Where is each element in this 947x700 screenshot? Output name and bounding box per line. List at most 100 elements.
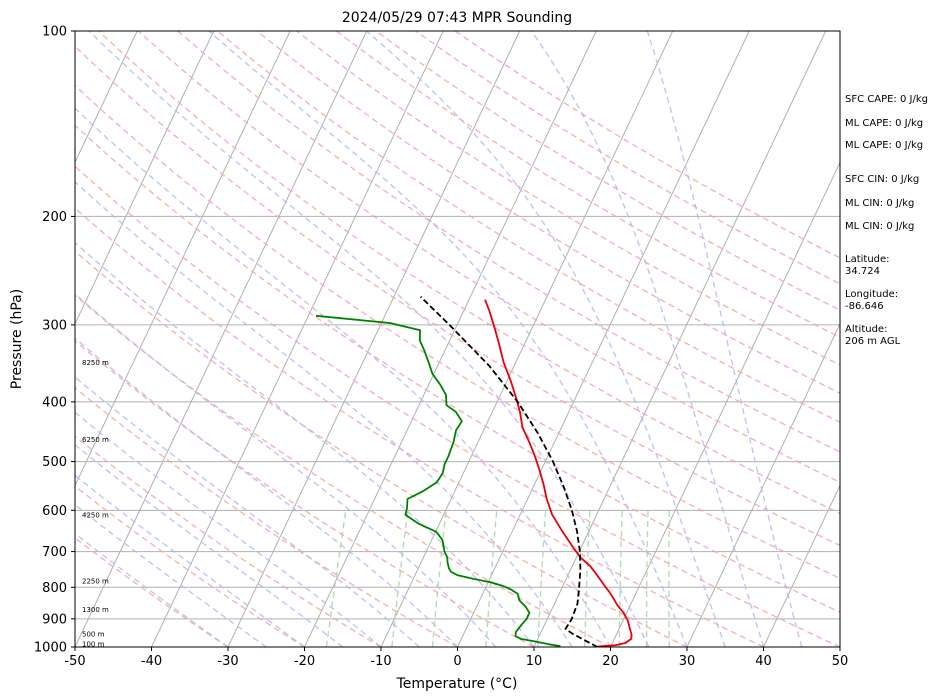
x-axis: -50 -40 -30 -20 -10 0 10 20 30 40 50 [64, 647, 848, 669]
x-axis-label: Temperature (°C) [396, 676, 518, 692]
moist-adiabat-line [75, 411, 382, 647]
mixing-ratio-line [668, 510, 671, 647]
height-label: 8250 m [82, 359, 109, 367]
sfc-cape-label: SFC CAPE: 0 J/kg [845, 94, 928, 105]
y-tick-label: 200 [42, 210, 67, 225]
isotherm-line [75, 31, 138, 164]
isotherm-line [151, 31, 444, 647]
moist-adiabat-line [88, 31, 650, 647]
longitude-value: -86.646 [845, 301, 884, 312]
dry-adiabat-line [296, 31, 840, 366]
x-tick-label: 0 [453, 654, 461, 669]
dry-adiabat-line [75, 207, 764, 647]
moist-adiabat-line [75, 337, 458, 647]
dry-adiabat-line [256, 31, 840, 394]
moist-adiabat-line [208, 31, 688, 647]
isotherm-line [533, 31, 827, 647]
isotherm-line [763, 484, 840, 647]
isotherm-line [227, 31, 521, 647]
chart-title: 2024/05/29 07:43 MPR Sounding [342, 10, 572, 26]
x-tick-label: 30 [679, 654, 696, 669]
height-label: 4250 m [82, 511, 109, 519]
dewpoint-profile-line [315, 314, 561, 647]
indices-panel: SFC CAPE: 0 J/kg ML CAPE: 0 J/kg ML CAPE… [845, 94, 928, 347]
y-tick-label: 400 [42, 395, 67, 410]
isotherm-line [304, 31, 597, 647]
latitude-label: Latitude: [845, 254, 890, 265]
isotherm-line [457, 31, 750, 647]
mixing-ratio-line [485, 510, 498, 647]
dry-adiabat-line [75, 250, 688, 647]
x-tick-label: 50 [832, 654, 849, 669]
y-tick-label: 900 [42, 612, 67, 627]
dry-adiabat-line [177, 31, 840, 453]
y-tick-label: 700 [42, 545, 67, 560]
y-tick-label: 500 [42, 455, 67, 470]
y-tick-label: 800 [42, 581, 67, 596]
moist-adiabat-line [75, 503, 267, 647]
x-tick-label: -20 [294, 654, 315, 669]
isotherm-line [75, 31, 291, 487]
moist-adiabat-line [530, 31, 765, 647]
x-tick-label: -50 [64, 654, 85, 669]
moist-adiabat-line [75, 474, 305, 647]
isotherm-line [686, 322, 840, 647]
y-tick-label: 1000 [34, 641, 67, 656]
mixing-ratio-line [391, 510, 409, 647]
ml-cape-label: ML CAPE: 0 J/kg [845, 118, 923, 129]
isotherm-line [75, 31, 368, 647]
dry-adiabat-line [75, 124, 840, 613]
dry-adiabat-line [75, 45, 840, 547]
dry-adiabat-line [75, 536, 229, 647]
longitude-label: Longitude: [845, 289, 898, 300]
dry-adiabat-line [75, 294, 611, 647]
moist-adiabat-line [75, 443, 344, 647]
dry-adiabat-line [375, 31, 840, 311]
x-tick-label: 20 [602, 654, 619, 669]
moist-adiabat-line [75, 532, 229, 647]
height-label: 1300 m [82, 606, 109, 614]
height-label: 100 m [82, 640, 105, 648]
dry-adiabat-line [216, 31, 840, 423]
latitude-value: 34.724 [845, 266, 880, 277]
moist-adiabat-line [75, 180, 573, 647]
isotherm-line [75, 31, 215, 326]
height-label: 2250 m [82, 578, 109, 586]
mixing-ratio-line [325, 510, 347, 647]
height-label: 6250 m [82, 436, 109, 444]
height-label: 500 m [82, 631, 105, 639]
y-tick-label: 300 [42, 318, 67, 333]
dry-adiabat-line [415, 31, 840, 285]
y-axis: 100 200 300 400 500 600 700 800 900 1000 [34, 25, 75, 656]
x-tick-label: -10 [370, 654, 391, 669]
moist-adiabat-line [366, 31, 726, 647]
y-axis-label: Pressure (hPa) [9, 289, 25, 389]
sfc-cin-label: SFC CIN: 0 J/kg [845, 174, 919, 185]
ml-cape-label-2: ML CAPE: 0 J/kg [845, 140, 923, 151]
moist-adiabat-line [646, 31, 803, 647]
isotherm-line [610, 161, 840, 647]
x-tick-label: -40 [141, 654, 162, 669]
altitude-label: Altitude: [845, 324, 887, 335]
x-tick-label: 10 [526, 654, 543, 669]
x-tick-label: 40 [755, 654, 772, 669]
moist-adiabat-line [75, 107, 612, 647]
dry-adiabat-line [75, 435, 382, 647]
parcel-profile-line [419, 296, 598, 647]
ml-cin-label: ML CIN: 0 J/kg [845, 198, 914, 209]
reference-lines [75, 31, 840, 647]
x-tick-label: -30 [217, 654, 238, 669]
temperature-profile-line [484, 299, 633, 647]
sounding-profiles [315, 296, 633, 647]
altitude-value: 206 m AGL [845, 336, 901, 347]
dry-adiabat-line [137, 31, 840, 484]
ml-cin-label-2: ML CIN: 0 J/kg [845, 221, 914, 232]
isotherm-line [380, 31, 674, 647]
dry-adiabat-line [75, 386, 458, 647]
dry-adiabat-line [75, 165, 840, 647]
mixing-ratio-line [618, 510, 623, 647]
y-tick-label: 100 [42, 25, 67, 40]
moist-adiabat-line [75, 241, 535, 647]
